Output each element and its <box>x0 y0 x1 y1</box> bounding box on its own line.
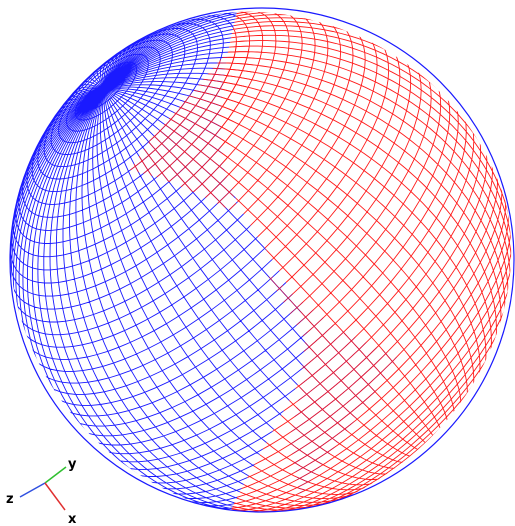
axis-triad: y z x <box>6 457 77 526</box>
axis-x-line <box>44 482 66 511</box>
axis-z-label: z <box>6 492 14 507</box>
blue-hemisphere-lines <box>10 12 309 512</box>
red-hemisphere <box>220 11 512 512</box>
sphere-mesh <box>9 7 515 513</box>
sphere-clip-group <box>10 11 512 512</box>
axis-z-line <box>19 482 46 498</box>
sphere-outline <box>9 7 515 513</box>
axis-y-line <box>44 466 67 484</box>
axis-y-label: y <box>68 457 77 472</box>
axis-x-label: x <box>68 512 77 526</box>
red-hemisphere-lines <box>220 11 512 512</box>
blue-hemisphere <box>10 12 309 512</box>
